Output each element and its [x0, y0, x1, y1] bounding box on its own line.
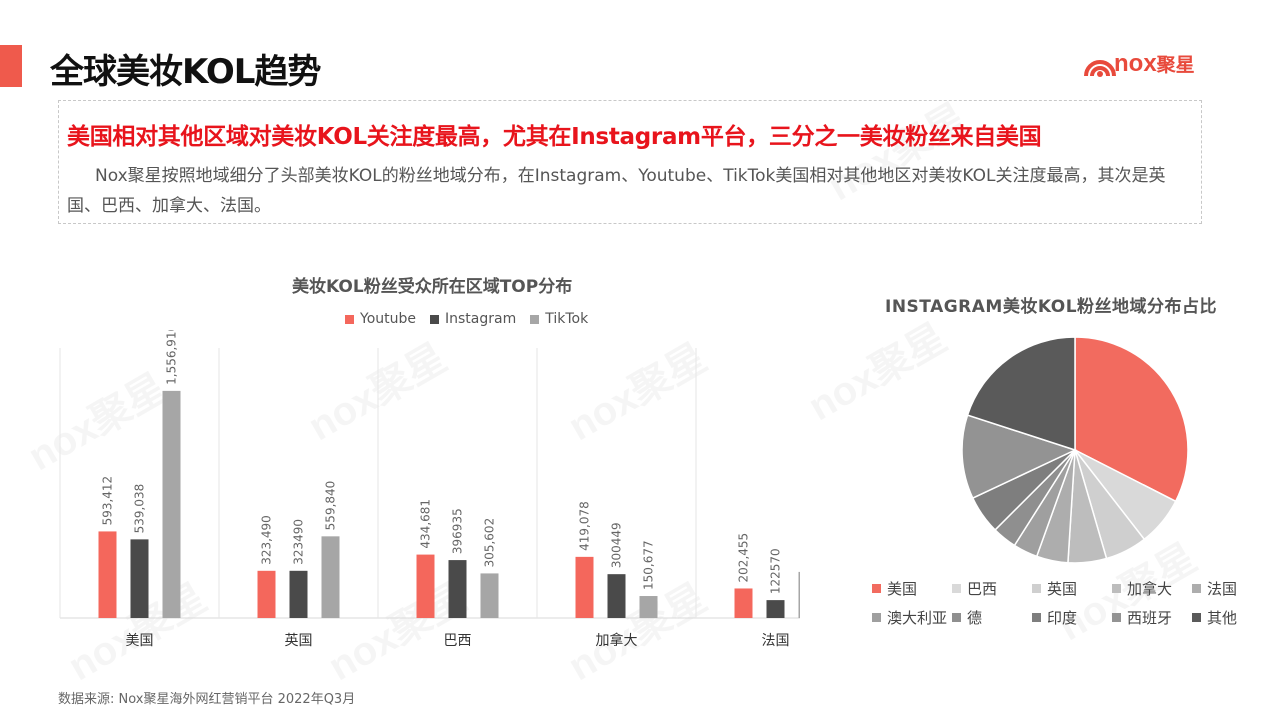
legend-swatch — [872, 584, 881, 593]
legend-swatch — [430, 314, 439, 324]
legend-swatch — [1112, 613, 1121, 622]
pie-chart-title: INSTAGRAM美妆KOL粉丝地域分布占比 — [885, 297, 1218, 317]
legend-swatch — [952, 613, 961, 622]
source-note: 数据来源: Nox聚星海外网红营销平台 2022年Q3月 — [58, 692, 356, 707]
legend-label: TikTok — [545, 311, 589, 327]
pie-legend-item: 印度 — [1032, 607, 1112, 628]
legend-label: Youtube — [360, 311, 416, 327]
data-label: 305,602 — [483, 518, 497, 568]
bar-instagram — [766, 600, 785, 618]
pie-chart — [961, 336, 1189, 564]
pie-legend-item: 美国 — [872, 578, 952, 599]
legend-item-youtube: Youtube — [345, 311, 416, 327]
data-label: 122570 — [769, 548, 783, 594]
legend-label: 美国 — [887, 580, 918, 598]
legend-item-instagram: Instagram — [430, 311, 516, 327]
pie-slice — [966, 336, 1076, 452]
pie-legend-item: 西班牙 — [1112, 607, 1192, 628]
bar-instagram — [130, 539, 149, 618]
data-label: 300449 — [610, 522, 624, 568]
pie-legend-item: 巴西 — [952, 578, 1032, 599]
legend-swatch — [1192, 584, 1201, 593]
nox-logo-icon — [1084, 60, 1116, 77]
data-label: 593,412 — [101, 476, 115, 526]
pie-legend-item: 加拿大 — [1112, 578, 1192, 599]
data-label: 559,840 — [324, 481, 338, 531]
data-label: 1,556,910 — [165, 330, 179, 385]
legend-label: 加拿大 — [1127, 580, 1173, 598]
data-label: 323490 — [292, 519, 306, 565]
bar-instagram — [448, 560, 467, 618]
summary-box: 美国相对其他区域对美妆KOL关注度最高，尤其在Instagram平台，三分之一美… — [58, 100, 1202, 224]
bar-tiktok — [321, 536, 340, 618]
nox-logo-text: nox聚星 — [1114, 50, 1195, 78]
body-text: Nox聚星按照地域细分了头部美妆KOL的粉丝地域分布，在Instagram、Yo… — [67, 166, 1166, 216]
bar-chart-legend: Youtube Instagram TikTok — [345, 311, 588, 327]
data-label: 539,038 — [133, 484, 147, 534]
pie-legend-item: 德 — [952, 607, 1032, 628]
pie-legend-item: 澳大利亚 — [872, 607, 952, 628]
legend-label: 澳大利亚 — [887, 609, 948, 627]
data-label: 323,490 — [260, 515, 274, 565]
bar-chart: 美国 593,412 539,038 1,556,910 英国 323,490 323490… — [59, 330, 800, 649]
legend-swatch — [1112, 584, 1121, 593]
data-label: 396935 — [451, 508, 465, 554]
legend-swatch — [952, 584, 961, 593]
legend-label: 巴西 — [967, 580, 998, 598]
x-tick-label: 加拿大 — [596, 632, 638, 649]
title-accent-bar — [0, 45, 22, 87]
legend-label: 其他 — [1207, 609, 1238, 627]
x-tick-label: 法国 — [762, 633, 790, 649]
legend-label: 德 — [967, 609, 983, 627]
legend-swatch — [345, 314, 354, 324]
legend-swatch — [1192, 613, 1201, 622]
pie-slice — [961, 414, 1078, 500]
bar-tiktok — [798, 571, 800, 618]
pie-legend-row: 美国 巴西 英国 加拿大 法国 — [872, 578, 1272, 599]
data-label: 419,078 — [578, 501, 592, 551]
headline: 美国相对其他区域对美妆KOL关注度最高，尤其在Instagram平台，三分之一美… — [67, 124, 1042, 150]
x-tick-label: 美国 — [126, 633, 154, 649]
logo-latin: nox — [1114, 50, 1157, 77]
bar-chart-title: 美妆KOL粉丝受众所在区域TOP分布 — [292, 277, 573, 297]
bar-tiktok — [162, 390, 181, 618]
legend-label: Instagram — [445, 311, 517, 327]
bar-youtube — [734, 588, 753, 618]
logo-cn: 聚星 — [1156, 55, 1195, 76]
pie-chart-legend: 美国 巴西 英国 加拿大 法国澳大利亚 德 印度 西班牙 其他 — [872, 578, 1272, 636]
pie-legend-row: 澳大利亚 德 印度 西班牙 其他 — [872, 607, 1272, 628]
x-tick-label: 巴西 — [444, 633, 472, 649]
pie-legend-item: 其他 — [1192, 607, 1272, 628]
data-label: 150,677 — [642, 540, 656, 590]
bar-youtube — [98, 531, 117, 618]
x-tick-label: 英国 — [285, 632, 313, 649]
legend-label: 法国 — [1207, 580, 1238, 598]
bar-instagram — [607, 574, 626, 618]
legend-swatch — [1032, 613, 1041, 622]
data-label: 202,455 — [737, 533, 751, 583]
legend-item-tiktok: TikTok — [530, 311, 588, 327]
bar-tiktok — [639, 596, 658, 618]
bar-youtube — [257, 570, 276, 618]
legend-label: 英国 — [1047, 580, 1078, 598]
legend-label: 印度 — [1047, 609, 1078, 627]
watermark: nox聚星 — [796, 306, 956, 432]
bar-youtube — [416, 554, 435, 618]
data-label: 434,681 — [419, 499, 433, 549]
legend-swatch — [1032, 584, 1041, 593]
pie-legend-item: 英国 — [1032, 578, 1112, 599]
page-title: 全球美妆KOL趋势 — [50, 52, 321, 92]
pie-slice — [1074, 336, 1189, 503]
bar-youtube — [575, 556, 594, 618]
nox-logo: nox聚星 — [1080, 44, 1210, 88]
bar-tiktok — [480, 573, 499, 618]
bar-instagram — [289, 570, 308, 618]
legend-swatch — [872, 613, 881, 622]
legend-label: 西班牙 — [1127, 609, 1173, 627]
pie-legend-item: 法国 — [1192, 578, 1272, 599]
legend-swatch — [530, 314, 540, 324]
